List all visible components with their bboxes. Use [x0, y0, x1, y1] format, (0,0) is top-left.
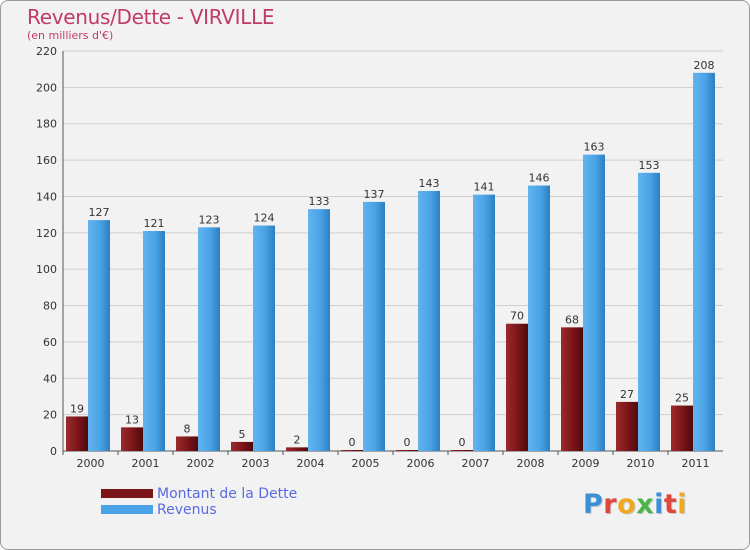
proxiti-logo: Proxiti	[583, 489, 687, 520]
data-label-revenue-2007: 141	[474, 181, 495, 194]
y-tick-label: 100	[36, 263, 57, 276]
data-label-revenue-2003: 124	[254, 212, 275, 225]
data-label-revenue-2010: 153	[639, 159, 660, 172]
bar-debt-2002	[176, 436, 198, 451]
data-label-revenue-2008: 146	[529, 172, 550, 185]
data-label-debt-2004: 2	[294, 433, 301, 446]
y-tick-label: 0	[50, 445, 57, 458]
data-label-revenue-2000: 127	[89, 206, 110, 219]
chart-subtitle: (en milliers d'€)	[27, 29, 114, 42]
bar-revenue-2008	[528, 185, 550, 451]
x-tick-label-2006: 2006	[407, 457, 435, 470]
bar-debt-2007	[451, 450, 473, 451]
x-tick-label-2003: 2003	[242, 457, 270, 470]
data-label-debt-2011: 25	[675, 392, 689, 405]
logo-letter: i	[654, 489, 664, 520]
data-label-revenue-2001: 121	[144, 217, 165, 230]
data-label-debt-2009: 68	[565, 313, 579, 326]
data-label-debt-2000: 19	[70, 402, 84, 415]
y-tick-label: 60	[43, 336, 57, 349]
bar-revenue-2001	[143, 231, 165, 451]
bar-revenue-2002	[198, 227, 220, 451]
x-tick-label-2001: 2001	[132, 457, 160, 470]
data-label-debt-2006: 0	[404, 436, 411, 449]
x-tick-label-2007: 2007	[462, 457, 490, 470]
chart-title: Revenus/Dette - VIRVILLE	[27, 5, 275, 29]
bar-debt-2008	[506, 323, 528, 451]
data-label-revenue-2011: 208	[694, 59, 715, 72]
x-tick-label-2011: 2011	[682, 457, 710, 470]
y-tick-label: 20	[43, 409, 57, 422]
data-label-revenue-2009: 163	[584, 141, 605, 154]
x-tick-label-2000: 2000	[77, 457, 105, 470]
bar-debt-2011	[671, 405, 693, 451]
bar-debt-2010	[616, 401, 638, 451]
bar-revenue-2009	[583, 154, 605, 452]
y-tick-label: 40	[43, 372, 57, 385]
data-label-debt-2002: 8	[184, 422, 191, 435]
bar-revenue-2005	[363, 201, 385, 451]
data-label-debt-2001: 13	[125, 413, 139, 426]
data-label-revenue-2006: 143	[419, 177, 440, 190]
bar-debt-2000	[66, 416, 88, 451]
bar-revenue-2007	[473, 194, 495, 452]
logo-letter: P	[583, 489, 604, 520]
y-tick-label: 120	[36, 227, 57, 240]
logo-letter: i	[677, 489, 688, 520]
legend-swatch-debt	[101, 489, 153, 498]
bar-revenue-2003	[253, 225, 275, 451]
bar-debt-2005	[341, 450, 363, 451]
plot-area	[63, 51, 723, 451]
x-tick-label-2002: 2002	[187, 457, 215, 470]
y-tick-label: 200	[36, 81, 57, 94]
legend-label-revenue: Revenus	[157, 502, 217, 518]
legend-label-debt: Montant de la Dette	[157, 486, 298, 502]
y-tick-label: 160	[36, 154, 57, 167]
data-label-debt-2005: 0	[349, 436, 356, 449]
y-tick-label: 180	[36, 118, 57, 131]
y-tick-label: 80	[43, 300, 57, 313]
bar-revenue-2004	[308, 209, 330, 451]
x-tick-label-2009: 2009	[572, 457, 600, 470]
bar-revenue-2006	[418, 191, 440, 451]
bar-revenue-2010	[638, 172, 660, 451]
data-label-debt-2010: 27	[620, 388, 634, 401]
logo-letter: t	[663, 489, 678, 520]
data-label-revenue-2002: 123	[199, 213, 220, 226]
bar-debt-2004	[286, 447, 308, 451]
x-tick-label-2004: 2004	[297, 457, 325, 470]
data-label-debt-2007: 0	[459, 436, 466, 449]
logo-letter: x	[636, 489, 655, 520]
data-label-revenue-2004: 133	[309, 195, 330, 208]
data-label-debt-2003: 5	[239, 428, 246, 441]
logo-letter: o	[617, 489, 637, 520]
logo-letter: r	[603, 489, 618, 520]
x-tick-label-2005: 2005	[352, 457, 380, 470]
bar-debt-2003	[231, 441, 253, 451]
bar-debt-2001	[121, 427, 143, 451]
y-tick-label: 220	[36, 45, 57, 58]
bar-revenue-2011	[693, 72, 715, 452]
x-tick-label-2010: 2010	[627, 457, 655, 470]
bar-debt-2006	[396, 450, 418, 451]
data-label-revenue-2005: 137	[364, 188, 385, 201]
y-tick-label: 140	[36, 190, 57, 203]
data-label-debt-2008: 70	[510, 310, 524, 323]
x-tick-label-2008: 2008	[517, 457, 545, 470]
bar-revenue-2000	[88, 220, 110, 451]
legend-swatch-revenue	[101, 505, 153, 514]
bar-debt-2009	[561, 327, 583, 451]
